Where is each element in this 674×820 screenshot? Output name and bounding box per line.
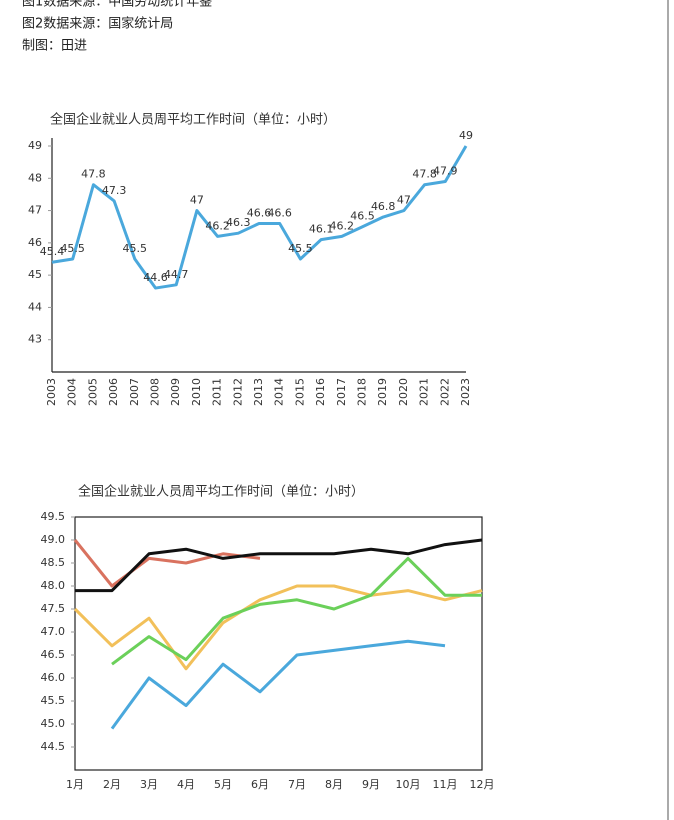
- data-label: 45.5: [60, 242, 85, 255]
- x-tick-label: 2014: [273, 378, 286, 406]
- data-label: 45.5: [123, 242, 148, 255]
- data-label: 46.1: [309, 223, 334, 236]
- x-tick-label: 1月: [66, 778, 84, 791]
- y-tick-label: 43: [28, 333, 42, 346]
- x-tick-label: 4月: [177, 778, 195, 791]
- x-tick-label: 2月: [103, 778, 121, 791]
- x-tick-label: 2016: [314, 378, 327, 406]
- x-tick-label: 2008: [149, 378, 162, 406]
- x-tick-label: 2003: [45, 378, 58, 406]
- x-tick-label: 2007: [128, 378, 141, 406]
- data-label: 44.6: [143, 271, 168, 284]
- x-tick-label: 8月: [325, 778, 343, 791]
- author-note: 制图：田进: [22, 39, 87, 54]
- x-tick-label: 6月: [251, 778, 269, 791]
- data-label: 47: [397, 194, 411, 207]
- y-tick-label: 47: [28, 204, 42, 217]
- source-note: 图1数据来源：中国劳动统计年鉴: [22, 0, 212, 10]
- data-label: 46.6: [247, 206, 272, 219]
- x-tick-label: 5月: [214, 778, 232, 791]
- x-tick-label: 9月: [362, 778, 380, 791]
- y-tick-label: 44: [28, 300, 42, 313]
- data-label: 46.2: [205, 219, 230, 232]
- y-tick-label: 49: [28, 139, 42, 152]
- x-tick-label: 2013: [252, 378, 265, 406]
- x-tick-label: 7月: [288, 778, 306, 791]
- y-tick-label: 49.0: [41, 533, 66, 546]
- y-tick-label: 47.0: [41, 625, 66, 638]
- data-label: 46.8: [371, 200, 396, 213]
- series-line: [75, 538, 483, 593]
- x-tick-label: 2019: [376, 378, 389, 406]
- x-tick-label: 2010: [190, 378, 203, 406]
- y-tick-label: 46.0: [41, 671, 66, 684]
- y-tick-label: 45.0: [41, 717, 66, 730]
- data-label: 49: [459, 129, 473, 142]
- x-tick-label: 11月: [433, 778, 458, 791]
- y-tick-label: 48: [28, 171, 42, 184]
- x-tick-label: 2022: [438, 378, 451, 406]
- chart-title: 全国企业就业人员周平均工作时间（单位：小时）: [78, 484, 364, 500]
- data-label: 47.9: [433, 165, 458, 178]
- data-label: 46.6: [267, 206, 292, 219]
- source-note: 图2数据来源：国家统计局: [22, 16, 173, 32]
- chart-title: 全国企业就业人员周平均工作时间（单位：小时）: [50, 112, 336, 128]
- series-line: [73, 539, 261, 588]
- x-tick-label: 2006: [107, 378, 120, 406]
- data-label: 44.7: [164, 268, 189, 281]
- plot-frame: [74, 516, 483, 771]
- x-tick-label: 2020: [397, 378, 410, 406]
- x-tick-label: 2012: [231, 378, 244, 406]
- y-tick-label: 45: [28, 268, 42, 281]
- series-line: [111, 556, 482, 666]
- data-label: 47: [190, 194, 204, 207]
- y-tick-label: 47.5: [41, 602, 66, 615]
- data-label: 46.3: [226, 216, 251, 229]
- data-label: 45.5: [288, 242, 313, 255]
- x-tick-label: 2004: [66, 378, 79, 406]
- x-tick-label: 2017: [335, 378, 348, 406]
- y-tick-label: 46: [28, 236, 42, 249]
- series-line: [73, 584, 483, 671]
- y-tick-label: 48.0: [41, 579, 66, 592]
- x-tick-label: 2015: [293, 378, 306, 406]
- series-line: [51, 145, 468, 290]
- series-line: [110, 639, 446, 730]
- x-tick-label: 2011: [211, 378, 224, 406]
- data-label: 46.5: [350, 210, 375, 223]
- x-tick-label: 2021: [418, 378, 431, 406]
- x-tick-label: 2005: [86, 378, 99, 406]
- data-label: 47.8: [81, 168, 106, 181]
- data-label: 47.8: [412, 168, 437, 181]
- data-label: 46.2: [330, 219, 355, 232]
- x-tick-label: 3月: [140, 778, 158, 791]
- y-tick-label: 44.5: [41, 740, 66, 753]
- y-tick-label: 48.5: [41, 556, 66, 569]
- data-label: 47.3: [102, 184, 127, 197]
- data-label: 45.4: [40, 245, 65, 258]
- y-tick-label: 45.5: [41, 694, 66, 707]
- y-tick-label: 46.5: [41, 648, 66, 661]
- x-tick-label: 10月: [396, 778, 421, 791]
- x-tick-label: 2023: [459, 378, 472, 406]
- x-tick-label: 12月: [470, 778, 495, 791]
- y-tick-label: 49.5: [41, 510, 66, 523]
- x-tick-label: 2018: [356, 378, 369, 406]
- x-tick-label: 2009: [169, 378, 182, 406]
